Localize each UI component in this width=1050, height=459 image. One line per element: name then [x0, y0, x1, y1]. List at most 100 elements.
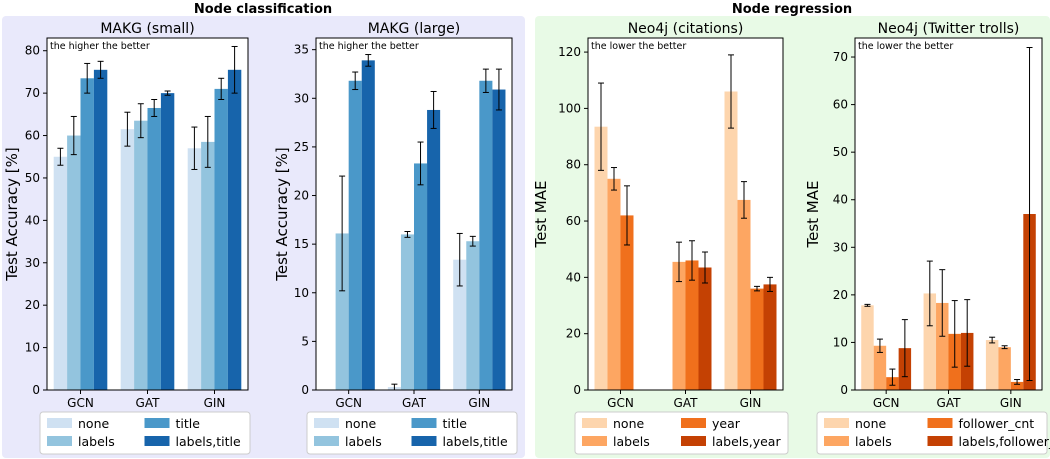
- legend-swatch: [47, 436, 72, 446]
- bar-none-GCN: [861, 305, 874, 390]
- legend-label: none: [345, 416, 376, 431]
- annotation: the lower the better: [858, 41, 953, 52]
- subplot-title: MAKG (large): [368, 21, 461, 37]
- x-tick-label: GIN: [1000, 396, 1022, 410]
- x-tick-label: GCN: [873, 396, 900, 410]
- bar-labels-GAT: [672, 261, 686, 390]
- y-tick-label: 60: [25, 129, 40, 143]
- bar-labels-GIN: [998, 347, 1011, 390]
- bar-labels-GIN: [466, 241, 480, 390]
- x-tick-label: GCN: [67, 396, 94, 410]
- bar-labels-GAT: [400, 234, 414, 390]
- x-tick-label: GIN: [204, 396, 226, 410]
- legend-swatch: [927, 418, 953, 428]
- y-tick-label: 0: [840, 383, 848, 397]
- y-tick-label: 40: [566, 270, 581, 284]
- y-tick-label: 120: [558, 45, 581, 59]
- bar-none-GIN: [453, 259, 467, 390]
- bar-none-GAT: [120, 129, 135, 390]
- bar-labels-title-GCN: [93, 69, 108, 390]
- bar-labels-title-GCN: [361, 60, 375, 391]
- legend-label: labels,title: [176, 434, 241, 449]
- legend: none labels title labels,title: [306, 411, 518, 455]
- x-tick-label: GAT: [937, 396, 962, 410]
- legend-label: none: [78, 416, 109, 431]
- legend: none labels year labels,year: [574, 411, 789, 455]
- bar-none-GIN: [187, 148, 202, 390]
- legend-swatch: [681, 418, 706, 428]
- bar-labels-year-GAT: [698, 267, 712, 390]
- legend-label: labels: [78, 434, 115, 449]
- legend-swatch: [144, 418, 170, 428]
- y-tick-label: 80: [566, 158, 581, 172]
- bar-title-GIN: [214, 88, 228, 390]
- y-tick-label: 10: [25, 341, 40, 355]
- bar-title-GAT: [414, 163, 428, 390]
- legend-label: none: [855, 416, 886, 431]
- section-title-classification: Node classification: [194, 2, 332, 17]
- legend-label: labels: [613, 434, 650, 449]
- bar-year-GAT: [685, 260, 699, 390]
- bar-labels-title-GIN: [492, 89, 506, 390]
- y-tick-label: 25: [294, 140, 309, 154]
- y-tick-label: 15: [294, 237, 309, 251]
- legend-label: labels,year: [712, 434, 781, 449]
- legend-swatch: [314, 418, 339, 428]
- bar-none-GAT: [923, 293, 937, 390]
- y-tick-label: 20: [294, 189, 309, 203]
- y-axis-label: Test MAE: [532, 181, 550, 249]
- y-tick-label: 70: [25, 86, 40, 100]
- bar-follower-cnt-GIN: [1010, 381, 1024, 390]
- legend-label: year: [712, 416, 741, 431]
- legend-label: labels: [345, 434, 382, 449]
- y-axis-label: Test Accuracy [%]: [3, 147, 21, 282]
- legend-swatch: [411, 418, 437, 428]
- y-tick-label: 10: [294, 286, 309, 300]
- y-tick-label: 0: [301, 383, 309, 397]
- legend-swatch: [47, 418, 72, 428]
- y-tick-label: 50: [25, 171, 40, 185]
- y-tick-label: 30: [294, 91, 309, 105]
- bar-labels-GCN: [67, 135, 81, 390]
- x-tick-label: GAT: [136, 396, 161, 410]
- legend-swatch: [824, 418, 849, 428]
- y-tick-label: 60: [833, 98, 848, 112]
- y-tick-label: 0: [32, 383, 40, 397]
- subplot-1: 0 5 10 15 20 25 30 35 GCN GAT GIN MAKG (large) the h…: [273, 21, 518, 455]
- legend-box: [574, 411, 789, 455]
- bar-labels-GAT: [134, 120, 148, 390]
- y-tick-label: 50: [833, 145, 848, 159]
- legend-label: labels: [855, 434, 892, 449]
- subplot-title: Neo4j (Twitter trolls): [878, 21, 1020, 37]
- legend-swatch: [681, 436, 706, 446]
- legend-swatch: [927, 436, 953, 446]
- legend-label: follower_cnt: [959, 416, 1035, 431]
- y-tick-label: 35: [294, 43, 309, 57]
- legend-box: [306, 411, 518, 455]
- legend-swatch: [582, 436, 607, 446]
- bar-labels-title-GIN: [227, 69, 242, 390]
- x-tick-label: GIN: [468, 396, 490, 410]
- annotation: the higher the better: [50, 41, 150, 52]
- bar-labels-GAT: [936, 302, 949, 390]
- subplot-0: 0 10 20 30 40 50 60 70 80 GCN GAT GIN MAKG (small) th…: [3, 21, 251, 455]
- bar-labels-title-GAT: [427, 109, 441, 391]
- bar-year-GIN: [750, 288, 764, 390]
- legend-swatch: [411, 436, 437, 446]
- legend: none labels title labels,title: [39, 411, 251, 455]
- legend-swatch: [144, 436, 170, 446]
- y-tick-label: 20: [833, 288, 848, 302]
- y-tick-label: 40: [833, 193, 848, 207]
- x-tick-label: GIN: [740, 396, 762, 410]
- bar-title-GAT: [147, 107, 161, 390]
- y-tick-label: 60: [566, 214, 581, 228]
- x-tick-label: GAT: [402, 396, 427, 410]
- bar-labels-GCN: [873, 345, 887, 390]
- bar-labels-GIN: [201, 141, 215, 390]
- bar-title-GIN: [479, 80, 493, 390]
- y-tick-label: 80: [25, 44, 40, 58]
- bar-year-GCN: [620, 215, 634, 390]
- legend-label: title: [443, 416, 468, 431]
